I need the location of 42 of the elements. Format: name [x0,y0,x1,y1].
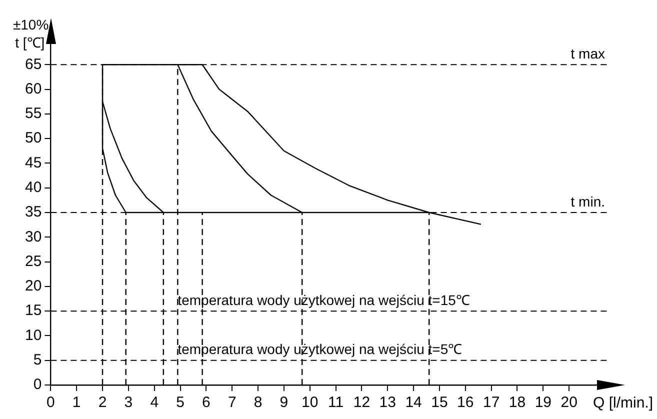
x-tick-label: 0 [46,394,55,412]
y-tick-label: 30 [24,228,42,246]
y-tick-label: 10 [24,326,42,344]
x-tick-label: 13 [379,394,396,412]
y-tick-label: 65 [24,56,42,73]
x-tick-label: 5 [176,394,184,412]
y-tick-label: 60 [24,80,42,98]
x-tick-label: 19 [534,394,552,412]
x-tick-label: 17 [482,394,500,412]
y-tick-label: 35 [24,204,42,221]
y-tick-label: 15 [24,302,42,320]
x-tick-label: 3 [124,394,133,412]
annotation: temperatura wody użytkowej na wejściu t=15℃ [178,292,470,308]
x-tick-label: 6 [202,394,210,412]
x-tick-label: 1 [72,394,81,412]
x-tick-label: 11 [328,394,344,412]
x-tick-label: 9 [280,394,288,412]
y-tick-label: 55 [24,105,42,122]
text: ±10% [12,16,49,32]
x-tick-label: 8 [254,394,262,412]
x-tick-label: 16 [457,394,474,412]
y-tick-label: 20 [24,278,42,295]
x-tick-label: 12 [353,394,370,412]
y-tick-label: 5 [33,352,42,368]
x-tick-label: 7 [228,394,236,412]
x-axis-title: Q [l/min.] [592,394,653,412]
x-tick-label: 14 [405,394,422,412]
annotation: temperatura wody użytkowej na wejściu t=5℃ [178,341,462,358]
x-tick-label: 18 [508,394,526,412]
y-tick-label: 50 [24,130,42,147]
ref-line-label: t max [570,46,605,62]
y-tick-label: 25 [24,252,42,270]
x-tick-label: 10 [302,394,318,412]
x-tick-label: 2 [98,394,107,412]
y-tick-label: 45 [24,154,42,172]
y-axis-title: t [℃] [15,34,45,50]
y-tick-label: 0 [33,376,42,394]
ref-line-label: t min. [570,193,605,210]
x-tick-label: 15 [431,394,448,412]
y-tick-label: 40 [24,179,42,196]
x-tick-label: 4 [150,394,159,412]
x-tick-label: 20 [560,394,578,412]
